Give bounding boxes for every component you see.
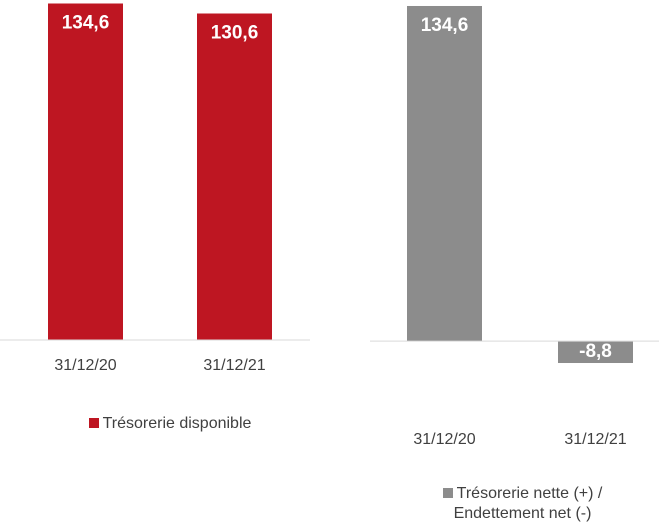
x-tick-label: 31/12/20 [54,357,116,374]
x-tick-label: 31/12/20 [413,431,475,448]
data-label: 130,6 [211,23,259,44]
legend-swatch [442,488,453,498]
legend-label: Trésorerie nette (+) / Endettement net (… [453,485,603,522]
legend-label: Trésorerie disponible [102,415,252,432]
data-label: 134,6 [421,15,469,36]
bar [48,3,123,340]
bar [407,5,482,342]
x-tick-label: 31/12/21 [203,357,265,374]
x-tick-label: 31/12/21 [564,431,626,448]
legend: Trésorerie nette (+) / Endettement net (… [405,484,640,524]
data-label: -8,8 [579,341,612,362]
bar [558,341,633,364]
bar [197,13,272,340]
legend-swatch [88,418,99,428]
legend: Trésorerie disponible [40,414,300,434]
data-label: 134,6 [62,13,110,34]
